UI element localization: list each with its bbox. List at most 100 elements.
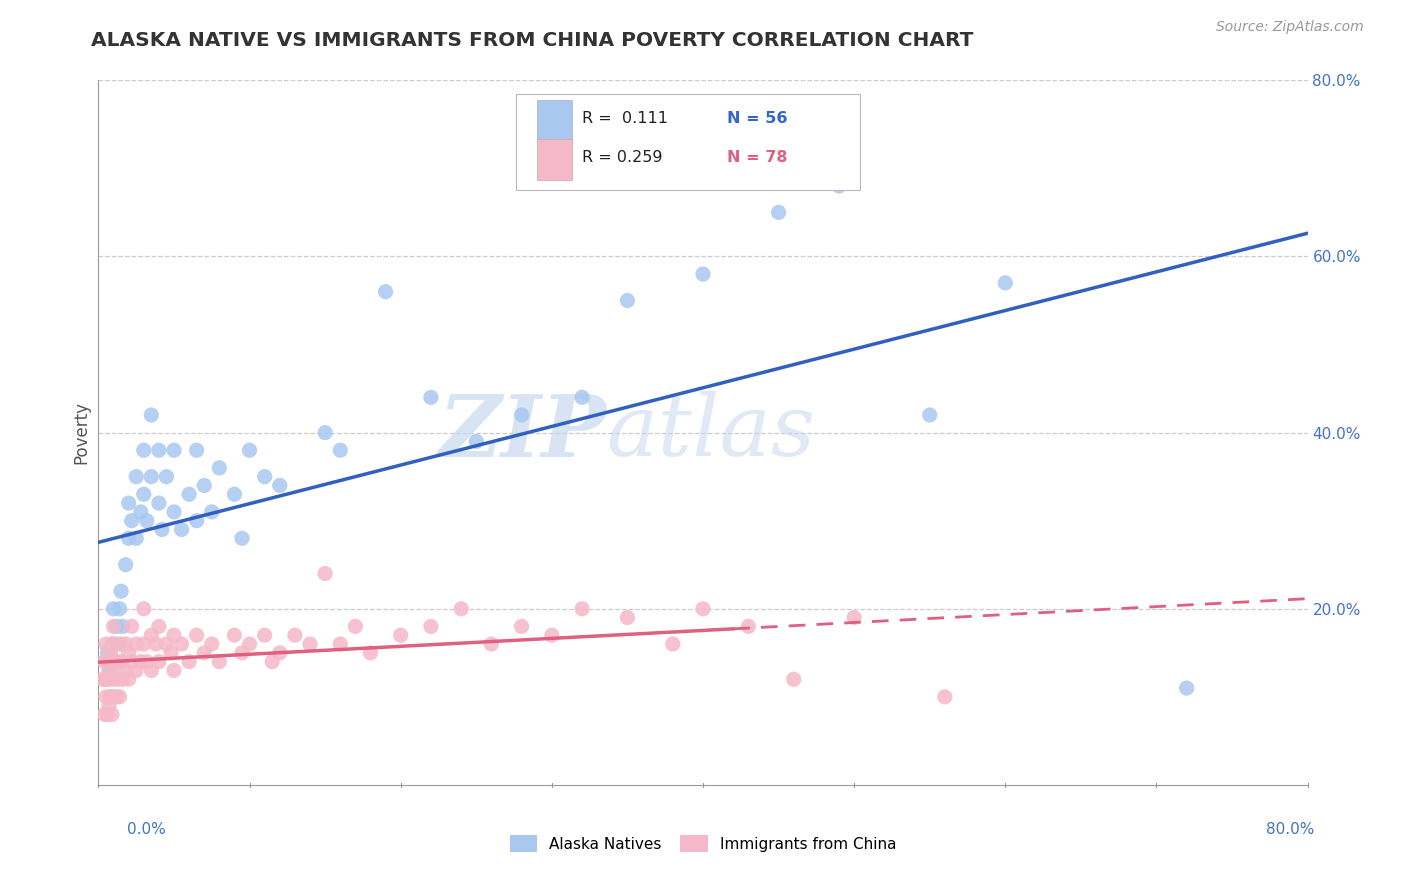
Text: Source: ZipAtlas.com: Source: ZipAtlas.com — [1216, 20, 1364, 34]
Point — [186, 514, 208, 528]
Point — [239, 443, 262, 458]
Point — [160, 646, 183, 660]
Point — [193, 646, 215, 660]
Point — [186, 443, 208, 458]
Point — [98, 673, 121, 687]
Point — [170, 637, 193, 651]
Point — [179, 655, 201, 669]
Text: N = 78: N = 78 — [727, 150, 787, 165]
Point — [103, 637, 125, 651]
Point — [135, 655, 157, 669]
Point — [163, 664, 186, 678]
Point — [132, 637, 155, 651]
Point — [253, 469, 276, 483]
Point — [231, 646, 253, 660]
Point — [262, 655, 284, 669]
Point — [100, 690, 122, 704]
Point — [208, 460, 231, 475]
Point — [329, 637, 352, 651]
Point — [132, 601, 155, 615]
Point — [269, 478, 291, 492]
Point — [360, 646, 382, 660]
Point — [231, 531, 253, 545]
Point — [540, 628, 562, 642]
Point — [96, 707, 118, 722]
Point — [121, 619, 143, 633]
Point — [692, 267, 714, 281]
Point — [105, 690, 128, 704]
Point — [141, 469, 163, 483]
Point — [828, 178, 851, 193]
Point — [163, 628, 186, 642]
Point — [100, 646, 122, 660]
Point — [994, 276, 1017, 290]
Point — [101, 664, 124, 678]
Point — [224, 487, 246, 501]
Point — [98, 664, 121, 678]
Point — [150, 523, 173, 537]
Point — [103, 619, 125, 633]
Point — [98, 698, 121, 713]
Point — [125, 531, 148, 545]
Text: ALASKA NATIVE VS IMMIGRANTS FROM CHINA POVERTY CORRELATION CHART: ALASKA NATIVE VS IMMIGRANTS FROM CHINA P… — [91, 31, 974, 50]
Point — [329, 443, 352, 458]
Point — [374, 285, 396, 299]
Point — [111, 673, 134, 687]
Point — [201, 505, 224, 519]
Point — [201, 637, 224, 651]
Point — [510, 408, 533, 422]
Point — [768, 205, 790, 219]
Point — [571, 391, 593, 405]
Point — [96, 646, 118, 660]
Point — [616, 610, 638, 624]
FancyBboxPatch shape — [537, 138, 572, 180]
FancyBboxPatch shape — [537, 100, 572, 141]
Point — [450, 601, 472, 615]
Point — [118, 673, 141, 687]
Point — [661, 637, 683, 651]
Point — [155, 469, 177, 483]
Point — [389, 628, 412, 642]
Point — [110, 655, 132, 669]
Point — [148, 496, 170, 510]
Point — [125, 637, 148, 651]
Legend: Alaska Natives, Immigrants from China: Alaska Natives, Immigrants from China — [503, 829, 903, 858]
Point — [94, 673, 117, 687]
Point — [1175, 681, 1198, 695]
Point — [103, 601, 125, 615]
Point — [239, 637, 262, 651]
Point — [193, 478, 215, 492]
Point — [103, 673, 125, 687]
Point — [148, 619, 170, 633]
Point — [934, 690, 956, 704]
Point — [101, 707, 124, 722]
Point — [170, 523, 193, 537]
Point — [299, 637, 322, 651]
Point — [141, 664, 163, 678]
Point — [145, 637, 167, 651]
Point — [107, 637, 129, 651]
Point — [844, 610, 866, 624]
Point — [148, 443, 170, 458]
Point — [107, 673, 129, 687]
Point — [179, 487, 201, 501]
Text: N = 56: N = 56 — [727, 112, 787, 126]
Point — [186, 628, 208, 642]
Point — [571, 601, 593, 615]
Point — [616, 293, 638, 308]
Text: ZIP: ZIP — [439, 391, 606, 475]
Text: 80.0%: 80.0% — [1267, 822, 1315, 837]
Point — [481, 637, 503, 651]
Point — [918, 408, 941, 422]
Point — [110, 637, 132, 651]
Text: atlas: atlas — [606, 392, 815, 474]
Y-axis label: Poverty: Poverty — [72, 401, 90, 464]
Text: R = 0.259: R = 0.259 — [582, 150, 662, 165]
Point — [141, 408, 163, 422]
Point — [93, 655, 115, 669]
Point — [105, 655, 128, 669]
Point — [783, 673, 806, 687]
Point — [314, 566, 336, 581]
Point — [420, 619, 443, 633]
Point — [108, 601, 131, 615]
